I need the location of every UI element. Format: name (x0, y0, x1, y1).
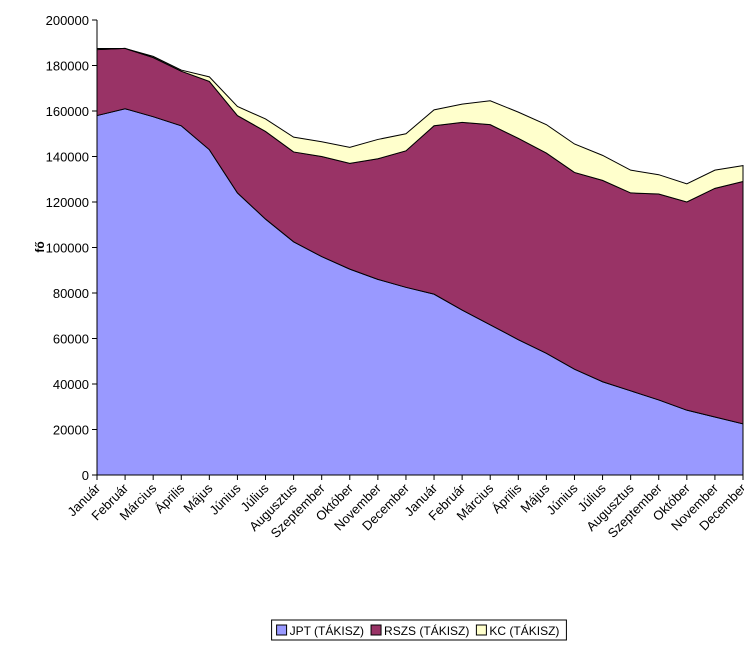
legend-label: JPT (TÁKISZ) (290, 623, 364, 638)
legend-label: KC (TÁKISZ) (489, 623, 559, 638)
y-tick-label: 80000 (53, 286, 89, 301)
y-tick-label: 140000 (46, 150, 89, 165)
y-tick-label: 0 (82, 468, 89, 483)
x-tick-label: Április (489, 480, 525, 516)
legend-label: RSZS (TÁKISZ) (384, 623, 469, 638)
y-tick-label: 200000 (46, 13, 89, 28)
y-tick-label: 40000 (53, 377, 89, 392)
legend-swatch (370, 624, 382, 636)
y-tick-label: 180000 (46, 59, 89, 74)
legend: JPT (TÁKISZ) RSZS (TÁKISZ) KC (TÁKISZ) (271, 619, 567, 641)
legend-swatch (276, 624, 288, 636)
x-tick-label: Április (152, 480, 188, 516)
x-tick-label: Június (206, 480, 244, 518)
y-tick-label: 120000 (46, 195, 89, 210)
area (96, 47, 744, 203)
y-tick-label: 20000 (53, 423, 89, 438)
y-tick-label: 100000 (46, 241, 89, 256)
x-tick-label: Június (543, 480, 581, 518)
legend-swatch (475, 624, 487, 636)
y-tick-label: 60000 (53, 332, 89, 347)
legend-box (271, 619, 567, 641)
y-tick-label: 160000 (46, 104, 89, 119)
y-axis-label: fő (33, 241, 47, 252)
